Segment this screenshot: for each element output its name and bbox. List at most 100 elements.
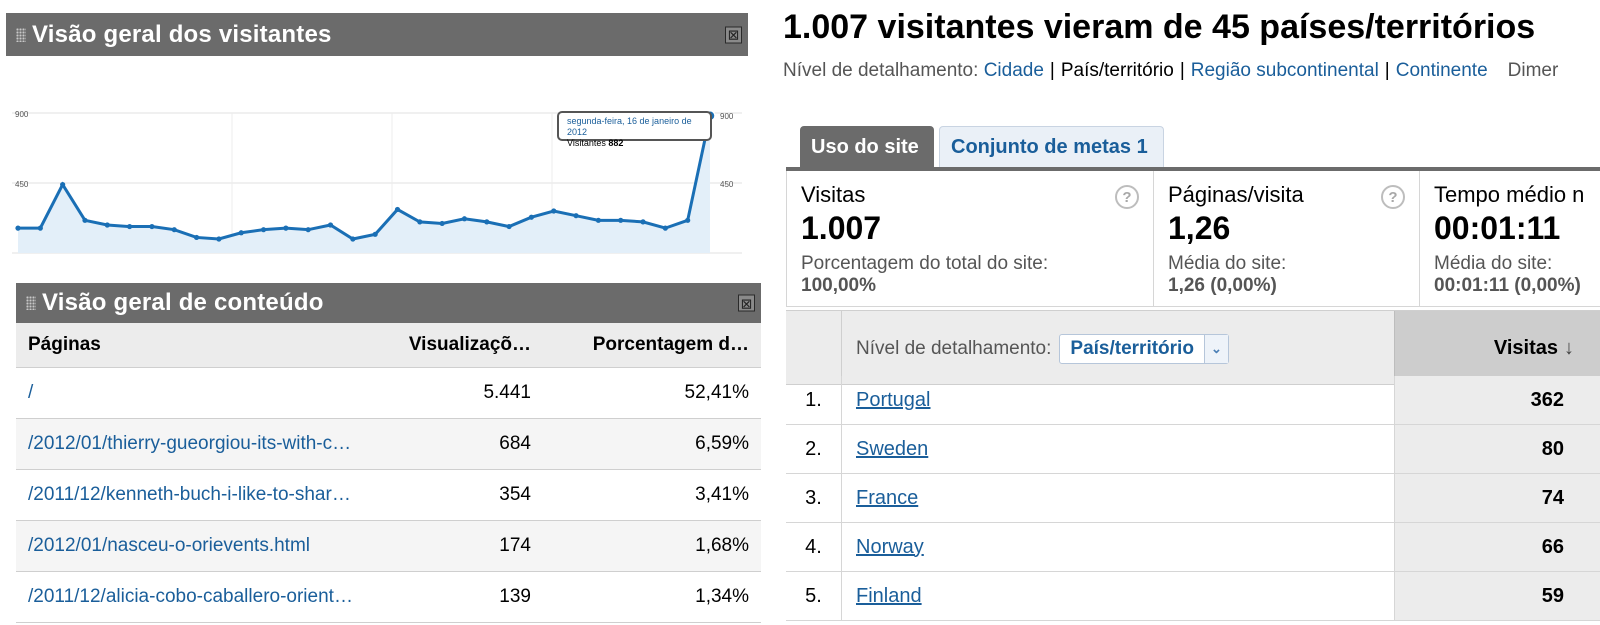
rank-column-header xyxy=(786,311,842,386)
drag-handle-icon[interactable] xyxy=(16,27,26,42)
metric-sub-value: 00:01:11 (0,00%) xyxy=(1434,275,1581,296)
tooltip-label: Visitantes xyxy=(567,138,606,148)
dimension-select-value: País/território xyxy=(1070,337,1194,359)
data-point xyxy=(595,217,601,223)
data-point xyxy=(506,223,512,230)
table-row: 5. Finland 59 xyxy=(786,572,1600,621)
data-point xyxy=(394,206,401,213)
metric-value: 1,26 xyxy=(1168,210,1231,246)
row-rank: 5. xyxy=(786,572,842,620)
metric-label: Tempo médio n xyxy=(1434,182,1585,207)
metric-pages-per-visit: Páginas/visita 1,26 Média do site: 1,26 … xyxy=(1154,171,1420,307)
page-views: 354 xyxy=(381,469,543,521)
page-views: 139 xyxy=(381,571,543,623)
table-row: 2. Sweden 80 xyxy=(786,425,1600,474)
visitors-series-line xyxy=(18,115,712,241)
column-header-percentage[interactable]: Porcentagem d… xyxy=(543,323,761,368)
page-percentage: 1,68% xyxy=(543,520,761,572)
page-link[interactable]: / xyxy=(28,381,34,403)
page-link[interactable]: /2012/01/thierry-gueorgiou-its-with-c… xyxy=(28,432,352,454)
metric-avg-time: Tempo médio n 00:01:11 Média do site: 00… xyxy=(1420,171,1600,307)
close-icon[interactable]: ⊠ xyxy=(725,26,742,43)
row-rank: 2. xyxy=(786,425,842,473)
data-point xyxy=(238,230,244,236)
tooltip-date: segunda-feira, 16 de janeiro de 2012 xyxy=(567,116,692,137)
country-link[interactable]: Sweden xyxy=(856,437,929,460)
table-row: /2012/01/thierry-gueorgiou-its-with-c… 6… xyxy=(16,418,761,470)
data-point xyxy=(15,225,21,231)
country-visits: 74 xyxy=(1394,474,1600,522)
data-point xyxy=(551,208,557,214)
detail-level-nav: Nível de detalhamento: Cidade | País/terri… xyxy=(783,60,1559,81)
table-row: /2011/12/alicia-cobo-caballero-orient… 1… xyxy=(16,571,761,623)
metric-sub-label: Média do site: xyxy=(1434,253,1553,274)
data-point xyxy=(127,223,133,230)
visitors-overview-title: Visão geral dos visitantes xyxy=(32,20,332,48)
data-point xyxy=(82,217,88,223)
table-row: 3. France 74 xyxy=(786,474,1600,523)
column-header-visits[interactable]: Visitas ↓ xyxy=(1394,311,1600,386)
close-icon[interactable]: ⊠ xyxy=(738,294,755,312)
detail-link-city[interactable]: Cidade xyxy=(983,60,1044,81)
y-tick-label-left: 900 xyxy=(15,110,29,119)
dimension-label: Nível de detalhamento: xyxy=(856,337,1052,359)
detail-link-dimension[interactable]: Dimer xyxy=(1507,60,1559,81)
data-point xyxy=(149,223,155,230)
tab-goal-set-1[interactable]: Conjunto de metas 1 xyxy=(939,126,1164,168)
data-point xyxy=(573,213,579,219)
tab-site-usage[interactable]: Uso do site xyxy=(800,126,934,168)
country-link[interactable]: Norway xyxy=(856,535,924,558)
dimension-select[interactable]: País/território ⌄ xyxy=(1059,333,1229,364)
content-overview-header[interactable]: Visão geral de conteúdo ⊠ xyxy=(16,283,761,323)
data-point xyxy=(618,217,624,223)
visits-header-label: Visitas xyxy=(1493,337,1558,359)
report-title: 1.007 visitantes vieram de 45 países/ter… xyxy=(783,8,1536,46)
visitors-area xyxy=(18,115,710,253)
country-link[interactable]: France xyxy=(856,486,919,509)
page-link[interactable]: /2012/01/nasceu-o-orievents.html xyxy=(28,534,310,556)
metric-sub-value: 100,00% xyxy=(801,275,877,296)
y-tick-label-right: 450 xyxy=(720,180,734,189)
data-point xyxy=(193,234,200,241)
data-point xyxy=(461,216,468,222)
row-rank: 3. xyxy=(786,474,842,522)
detail-link-subcontinent[interactable]: Região subcontinental xyxy=(1190,60,1379,81)
chevron-down-icon[interactable]: ⌄ xyxy=(1203,334,1228,363)
detail-current-country: País/território xyxy=(1060,60,1174,81)
country-link[interactable]: Portugal xyxy=(856,388,931,411)
help-icon[interactable]: ? xyxy=(1115,185,1139,209)
y-tick-label-right: 900 xyxy=(720,112,734,121)
page-link[interactable]: /2011/12/alicia-cobo-caballero-orient… xyxy=(28,585,353,607)
page-link[interactable]: /2011/12/kenneth-buch-i-like-to-shar… xyxy=(28,483,351,505)
help-icon[interactable]: ? xyxy=(1381,185,1405,209)
data-point xyxy=(439,220,445,227)
data-point xyxy=(283,225,289,231)
data-point xyxy=(104,222,110,228)
country-link[interactable]: Finland xyxy=(856,584,922,607)
data-point xyxy=(260,227,267,233)
content-table: Páginas Visualizaçõ… Porcentagem d… / 5.… xyxy=(16,323,761,623)
column-header-pages[interactable]: Páginas xyxy=(16,323,381,368)
page-percentage: 1,34% xyxy=(543,571,761,623)
page-percentage: 3,41% xyxy=(543,469,761,521)
table-row: /2011/12/kenneth-buch-i-like-to-shar… 35… xyxy=(16,469,761,521)
data-point xyxy=(37,225,43,231)
metric-label: Visitas xyxy=(801,182,866,207)
country-table-header: Nível de detalhamento: País/território ⌄… xyxy=(786,310,1600,386)
metric-sub-value: 1,26 (0,00%) xyxy=(1168,275,1277,296)
row-rank: 4. xyxy=(786,523,842,571)
data-point xyxy=(417,219,423,225)
table-row: 4. Norway 66 xyxy=(786,523,1600,572)
sort-descending-icon[interactable]: ↓ xyxy=(1564,337,1574,359)
column-header-views[interactable]: Visualizaçõ… xyxy=(381,323,543,368)
data-point xyxy=(662,225,668,231)
drag-handle-icon[interactable] xyxy=(26,296,36,310)
detail-link-continent[interactable]: Continente xyxy=(1395,60,1488,81)
tab-divider xyxy=(786,167,1600,171)
visitors-overview-header[interactable]: Visão geral dos visitantes ⊠ xyxy=(6,13,748,56)
data-point xyxy=(640,219,646,225)
dimension-column-header: Nível de detalhamento: País/território ⌄ xyxy=(842,311,1394,386)
data-point xyxy=(528,214,535,220)
chart-tooltip: segunda-feira, 16 de janeiro de 2012 Vis… xyxy=(557,111,712,148)
metric-value: 1.007 xyxy=(801,210,882,246)
